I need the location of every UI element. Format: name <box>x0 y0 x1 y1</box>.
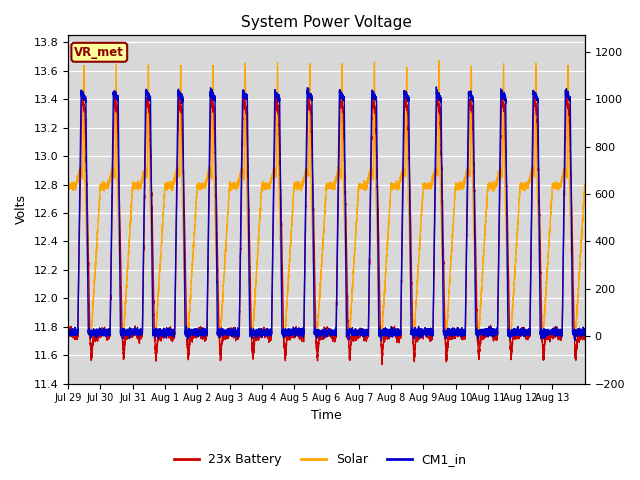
Solar <box>216 337 224 343</box>
CM1_in <box>370 94 378 100</box>
23x Battery <box>447 334 455 339</box>
23x Battery <box>378 361 386 367</box>
23x Battery <box>252 333 259 338</box>
CM1_in <box>447 326 455 332</box>
Solar <box>435 58 443 63</box>
CM1_in <box>572 337 579 343</box>
Text: VR_met: VR_met <box>74 46 124 59</box>
Solar <box>90 286 98 292</box>
Line: 23x Battery: 23x Battery <box>68 92 585 364</box>
23x Battery <box>475 357 483 362</box>
CM1_in <box>252 328 259 334</box>
Solar <box>581 184 589 190</box>
CM1_in <box>475 330 483 336</box>
CM1_in <box>64 329 72 335</box>
CM1_in <box>581 333 589 338</box>
23x Battery <box>90 336 98 342</box>
23x Battery <box>393 333 401 338</box>
Solar <box>392 178 400 184</box>
23x Battery <box>581 329 589 335</box>
Line: CM1_in: CM1_in <box>68 87 585 340</box>
Solar <box>475 331 483 337</box>
Solar <box>64 183 72 189</box>
CM1_in <box>90 329 98 335</box>
Title: System Power Voltage: System Power Voltage <box>241 15 412 30</box>
Solar <box>252 289 259 295</box>
Legend: 23x Battery, Solar, CM1_in: 23x Battery, Solar, CM1_in <box>168 448 472 471</box>
CM1_in <box>392 331 400 337</box>
23x Battery <box>64 327 72 333</box>
Solar <box>447 253 455 259</box>
X-axis label: Time: Time <box>311 409 342 422</box>
Solar <box>370 109 378 115</box>
CM1_in <box>433 84 440 90</box>
Y-axis label: Volts: Volts <box>15 194 28 225</box>
Line: Solar: Solar <box>68 60 585 340</box>
23x Battery <box>239 89 247 95</box>
23x Battery <box>370 99 378 105</box>
